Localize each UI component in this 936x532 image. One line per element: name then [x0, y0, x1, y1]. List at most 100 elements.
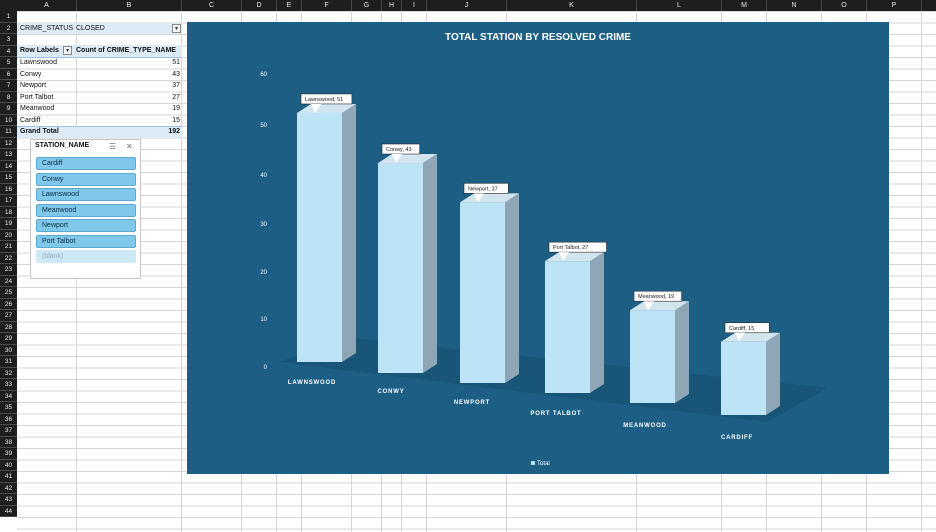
row-header[interactable]: 2 — [0, 22, 17, 34]
row-header[interactable]: 28 — [0, 321, 17, 333]
row-header[interactable]: 24 — [0, 275, 17, 287]
row-header[interactable]: 37 — [0, 425, 17, 437]
row-header[interactable]: 29 — [0, 333, 17, 345]
row-header[interactable]: 5 — [0, 57, 17, 69]
row-header[interactable]: 1 — [0, 11, 17, 23]
row-header[interactable]: 7 — [0, 80, 17, 92]
row-header[interactable]: 20 — [0, 229, 17, 241]
row-header[interactable]: 27 — [0, 310, 17, 322]
row-header[interactable]: 15 — [0, 172, 17, 184]
column-header[interactable]: G — [352, 0, 382, 11]
row-header[interactable]: 30 — [0, 344, 17, 356]
bar-top — [545, 252, 604, 262]
row-header[interactable]: 40 — [0, 459, 17, 471]
column-header[interactable]: F — [302, 0, 352, 11]
row-header[interactable]: 10 — [0, 114, 17, 126]
column-header[interactable]: E — [277, 0, 302, 11]
row-header[interactable]: 6 — [0, 68, 17, 80]
pivot-row-label[interactable]: Port Talbot — [20, 93, 54, 101]
column-header[interactable]: D — [242, 0, 277, 11]
slicer-item[interactable]: Meanwood — [36, 203, 136, 217]
filter-dropdown-icon[interactable]: ▾ — [172, 24, 181, 33]
slicer-item[interactable]: Newport — [36, 219, 136, 232]
slicer-item[interactable]: Cardiff — [36, 157, 136, 170]
slicer-item[interactable]: Lawnswood — [36, 188, 136, 201]
column-header[interactable]: M — [722, 0, 767, 11]
pivot-row-label[interactable]: Cardiff — [20, 116, 41, 124]
pivot-row-value[interactable]: 15 — [172, 116, 180, 124]
pivot-row-label[interactable]: Conwy — [20, 70, 42, 78]
row-header[interactable]: 13 — [0, 149, 17, 161]
row-header[interactable]: 21 — [0, 241, 17, 253]
row-header[interactable]: 36 — [0, 413, 17, 425]
station-slicer[interactable]: STATION_NAME ☰ ✕ Cardiff Conwy Lawnswood Me… — [30, 139, 141, 279]
pivot-row-label[interactable]: Lawnswood — [20, 59, 57, 66]
row-header[interactable]: 3 — [0, 34, 17, 46]
bar — [460, 202, 505, 383]
select-all-corner[interactable] — [0, 0, 18, 11]
row-header[interactable]: 25 — [0, 287, 17, 299]
column-header[interactable]: Q — [922, 0, 936, 11]
pivot-row-value[interactable]: 43 — [172, 70, 180, 78]
row-header[interactable]: 17 — [0, 195, 17, 207]
column-header[interactable]: A — [17, 0, 77, 11]
row-header[interactable]: 4 — [0, 45, 17, 57]
y-tick-label: 30 — [260, 222, 267, 228]
row-labels-sort-icon[interactable]: ▾ — [63, 46, 72, 55]
row-header[interactable]: 23 — [0, 264, 17, 276]
row-header[interactable]: 42 — [0, 482, 17, 494]
row-header[interactable]: 32 — [0, 367, 17, 379]
bar — [378, 163, 423, 373]
data-label-box — [724, 322, 770, 334]
column-header[interactable]: C — [182, 0, 242, 11]
chart-area[interactable]: TOTAL STATION BY RESOLVED CRIME 0 10 20 30 40… — [187, 22, 889, 474]
column-header[interactable]: K — [507, 0, 637, 11]
column-header[interactable]: P — [867, 0, 922, 11]
row-header[interactable]: 34 — [0, 390, 17, 402]
column-header[interactable]: B — [77, 0, 182, 11]
column-header[interactable]: J — [427, 0, 507, 11]
column-header[interactable]: N — [767, 0, 822, 11]
slicer-item[interactable]: Conwy — [36, 172, 136, 186]
bar-top — [460, 193, 519, 203]
row-header[interactable]: 18 — [0, 206, 17, 218]
row-header[interactable]: 11 — [0, 126, 17, 138]
row-header[interactable]: 31 — [0, 356, 17, 368]
row-header[interactable]: 44 — [0, 505, 17, 517]
row-header[interactable]: 26 — [0, 298, 17, 310]
pivot-row-value[interactable]: 51 — [172, 59, 180, 66]
category-label: PORT TALBOT — [530, 411, 581, 417]
data-label-pointer — [644, 301, 654, 311]
row-header[interactable]: 12 — [0, 137, 17, 149]
row-header[interactable]: 22 — [0, 252, 17, 264]
row-header[interactable]: 16 — [0, 183, 17, 195]
row-header[interactable]: 41 — [0, 471, 17, 483]
column-header[interactable]: O — [822, 0, 867, 11]
bar — [545, 261, 590, 393]
row-header[interactable]: 8 — [0, 91, 17, 103]
pivot-row-value[interactable]: 37 — [172, 82, 180, 89]
bar-top — [630, 301, 689, 311]
row-header[interactable]: 33 — [0, 379, 17, 391]
pivot-row-value[interactable]: 27 — [172, 93, 180, 101]
clear-filter-icon[interactable]: ✕ — [126, 142, 133, 151]
column-header[interactable]: H — [382, 0, 402, 11]
data-label: Lawnswood, 51 — [305, 97, 343, 103]
data-label: Newport, 37 — [468, 186, 498, 192]
slicer-item[interactable]: (blank) — [36, 250, 136, 263]
row-header[interactable]: 19 — [0, 218, 17, 230]
row-header[interactable]: 38 — [0, 436, 17, 448]
row-header[interactable]: 9 — [0, 103, 17, 115]
row-header[interactable]: 43 — [0, 494, 17, 506]
multi-select-icon[interactable]: ☰ — [109, 142, 117, 151]
pivot-row-value[interactable]: 19 — [172, 105, 180, 112]
column-header[interactable]: L — [637, 0, 722, 11]
pivot-row-label[interactable]: Newport — [20, 82, 47, 89]
column-header[interactable]: I — [402, 0, 427, 11]
row-header[interactable]: 39 — [0, 448, 17, 460]
pivot-row-label[interactable]: Meanwood — [20, 105, 55, 112]
slicer-item[interactable]: Port Talbot — [36, 234, 136, 248]
pivot-filter-value[interactable]: CLOSED — [76, 25, 105, 32]
row-header[interactable]: 35 — [0, 402, 17, 414]
row-header[interactable]: 14 — [0, 160, 17, 172]
